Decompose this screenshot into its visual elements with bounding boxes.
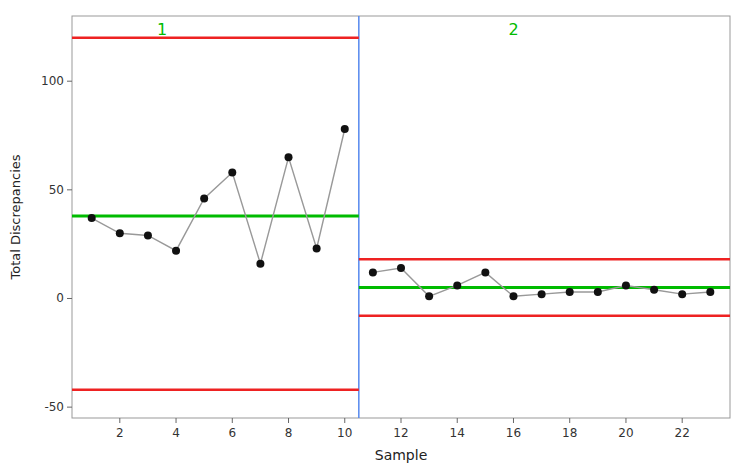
y-tick-label: 0 (56, 291, 64, 305)
x-tick-label: 8 (285, 426, 293, 440)
x-tick-label: 18 (562, 426, 577, 440)
x-tick (344, 418, 345, 423)
data-point (650, 286, 658, 294)
x-tick-label: 6 (228, 426, 236, 440)
data-point (256, 260, 264, 268)
data-point (341, 125, 349, 133)
y-tick (67, 298, 72, 299)
data-point (144, 231, 152, 239)
x-tick-label: 12 (393, 426, 408, 440)
data-point (509, 292, 517, 300)
control-limit (359, 315, 730, 318)
y-tick (67, 81, 72, 82)
data-point (481, 268, 489, 276)
x-tick (401, 418, 402, 423)
data-point (116, 229, 124, 237)
data-point (594, 288, 602, 296)
data-point (453, 281, 461, 289)
x-tick-label: 16 (506, 426, 521, 440)
control-limit (72, 36, 359, 39)
x-tick (457, 418, 458, 423)
y-tick (67, 189, 72, 190)
center-line (359, 286, 730, 289)
data-point (678, 290, 686, 298)
x-tick (569, 418, 570, 423)
data-point (425, 292, 433, 300)
control-limit (359, 258, 730, 261)
y-tick-label: 100 (41, 74, 64, 88)
x-tick (682, 418, 683, 423)
x-tick-label: 14 (450, 426, 465, 440)
data-line (92, 129, 345, 264)
data-point (622, 281, 630, 289)
y-tick-label: 50 (49, 183, 64, 197)
chart: 246810121416182022-50050100SampleTotal D… (0, 0, 750, 474)
data-point (228, 168, 236, 176)
control-limit (72, 389, 359, 392)
data-point (397, 264, 405, 272)
x-tick (625, 418, 626, 423)
x-tick-label: 10 (337, 426, 352, 440)
data-point (538, 290, 546, 298)
data-point (88, 214, 96, 222)
data-point (200, 195, 208, 203)
plot-frame (72, 16, 730, 418)
data-point (566, 288, 574, 296)
y-tick-label: -50 (44, 400, 64, 414)
y-tick (67, 407, 72, 408)
data-point (706, 288, 714, 296)
x-tick-label: 20 (618, 426, 633, 440)
x-tick (513, 418, 514, 423)
data-point (172, 247, 180, 255)
x-tick (119, 418, 120, 423)
x-axis-label: Sample (375, 447, 428, 463)
data-point (313, 245, 321, 253)
x-tick (176, 418, 177, 423)
x-tick-label: 22 (675, 426, 690, 440)
data-point (285, 153, 293, 161)
x-tick-label: 2 (116, 426, 124, 440)
data-point (369, 268, 377, 276)
x-tick (288, 418, 289, 423)
center-line (72, 214, 359, 217)
x-tick-label: 4 (172, 426, 180, 440)
plot-area (72, 16, 730, 418)
phase-label: 1 (157, 20, 167, 39)
x-tick (232, 418, 233, 423)
y-axis-label: Total Discrepancies (8, 154, 23, 280)
phase-label: 2 (508, 20, 518, 39)
